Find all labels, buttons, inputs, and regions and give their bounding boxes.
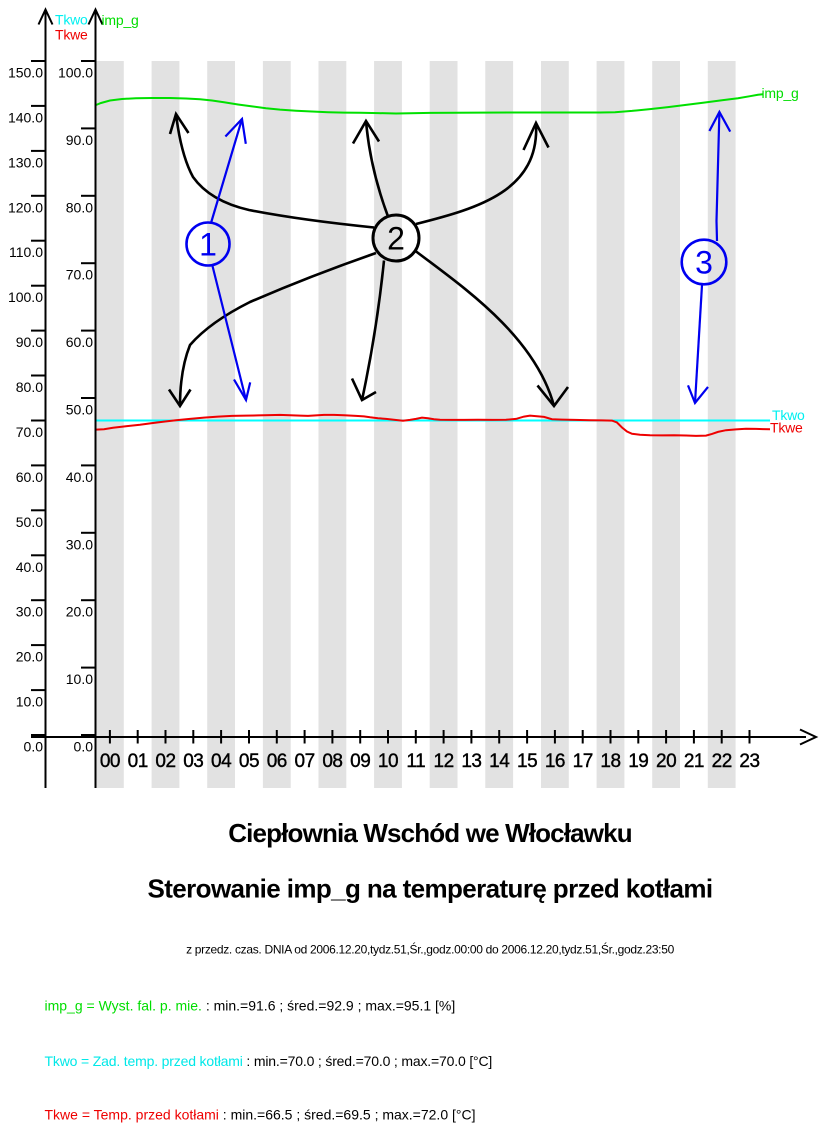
svg-text:Tkwe = Temp. przed kotłami : m: Tkwe = Temp. przed kotłami : min.=66.5 ;… [45,1106,476,1122]
svg-text:19: 19 [628,751,648,772]
svg-text:13: 13 [461,751,481,772]
svg-text:09: 09 [350,751,370,772]
svg-text:06: 06 [267,751,287,772]
svg-text:110.0: 110.0 [9,244,43,260]
svg-text:3: 3 [695,245,713,281]
svg-text:Tkwo: Tkwo [55,12,88,28]
svg-text:20.0: 20.0 [66,604,93,620]
svg-text:Sterowanie imp_g na temperatur: Sterowanie imp_g na temperaturę przed ko… [148,874,713,904]
svg-text:120.0: 120.0 [8,199,43,215]
svg-text:23: 23 [739,751,759,772]
svg-text:imp_g: imp_g [762,85,799,101]
svg-text:15: 15 [517,751,537,772]
svg-text:Tkwe: Tkwe [770,420,803,436]
svg-text:90.0: 90.0 [16,334,43,350]
svg-text:Ciepłownia Wschód we Włocławku: Ciepłownia Wschód we Włocławku [228,818,632,848]
svg-text:80.0: 80.0 [66,199,93,215]
svg-text:130.0: 130.0 [8,154,43,170]
svg-text:Tkwe: Tkwe [55,27,88,43]
svg-text:00: 00 [100,751,120,772]
svg-text:10.0: 10.0 [66,671,93,687]
svg-text:60.0: 60.0 [16,469,43,485]
svg-text:18: 18 [600,751,620,772]
svg-text:22: 22 [712,751,732,772]
svg-text:16: 16 [545,751,565,772]
svg-text:20.0: 20.0 [16,649,43,665]
svg-text:2: 2 [387,221,405,257]
svg-text:150.0: 150.0 [8,65,43,81]
svg-text:10.0: 10.0 [16,694,43,710]
svg-text:03: 03 [183,751,203,772]
svg-text:20: 20 [656,751,676,772]
svg-text:140.0: 140.0 [8,109,43,125]
svg-text:40.0: 40.0 [16,559,43,575]
svg-text:04: 04 [211,751,232,772]
svg-text:50.0: 50.0 [66,402,93,418]
svg-text:02: 02 [155,751,175,772]
svg-text:11: 11 [406,751,425,772]
svg-text:0.0: 0.0 [24,739,44,755]
svg-text:21: 21 [684,751,704,772]
svg-text:imp_g: imp_g [102,12,139,28]
svg-text:Tkwo = Zad. temp. przed kotłam: Tkwo = Zad. temp. przed kotłami : min.=7… [45,1053,493,1069]
svg-text:70.0: 70.0 [66,267,93,283]
svg-text:0.0: 0.0 [74,739,94,755]
svg-text:12: 12 [434,751,454,772]
svg-text:70.0: 70.0 [16,424,43,440]
svg-text:imp_g = Wyst. fal. p. mie. : m: imp_g = Wyst. fal. p. mie. : min.=91.6 ;… [45,998,456,1014]
svg-text:17: 17 [573,751,593,772]
svg-text:10: 10 [378,751,398,772]
svg-text:40.0: 40.0 [66,469,93,485]
svg-text:14: 14 [489,751,510,772]
svg-text:50.0: 50.0 [16,514,43,530]
svg-text:80.0: 80.0 [16,379,43,395]
svg-text:Tkwo: Tkwo [772,407,805,423]
svg-text:60.0: 60.0 [66,334,93,350]
svg-text:08: 08 [322,751,342,772]
svg-text:01: 01 [128,751,148,772]
svg-text:100.0: 100.0 [58,65,93,81]
svg-text:07: 07 [295,751,315,772]
svg-text:05: 05 [239,751,259,772]
svg-text:30.0: 30.0 [16,604,43,620]
svg-text:1: 1 [199,227,217,263]
svg-text:90.0: 90.0 [66,132,93,148]
svg-text:30.0: 30.0 [66,536,93,552]
svg-text:z przedz. czas. DNIA od 2006.1: z przedz. czas. DNIA od 2006.12.20,tydz.… [186,942,675,957]
svg-text:100.0: 100.0 [8,289,43,305]
